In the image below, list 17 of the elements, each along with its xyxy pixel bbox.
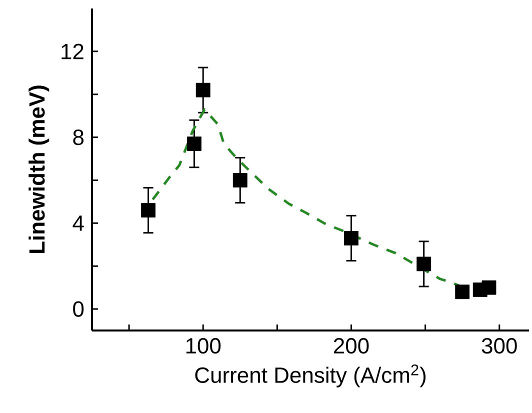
point (141, 203, 156, 218)
point (187, 136, 202, 151)
point (455, 284, 470, 300)
y-tick-label: 12 (62, 44, 84, 60)
y-tick-label: 4 (72, 216, 84, 231)
x-tick-label: 100 (186, 338, 221, 354)
point (196, 82, 210, 98)
point (482, 280, 496, 295)
point (344, 230, 358, 246)
y-tick-label: 0 (73, 301, 84, 317)
point (232, 173, 248, 188)
y-tick-label: 8 (73, 130, 84, 146)
x-tick-label: 200 (334, 338, 369, 354)
y-axis-title: Linewidth (meV) (28, 86, 50, 253)
x-axis-title: Current Density (A/cm$^{2}$) (195, 364, 426, 388)
x-tick-label: 300 (482, 338, 517, 354)
point (416, 256, 432, 272)
